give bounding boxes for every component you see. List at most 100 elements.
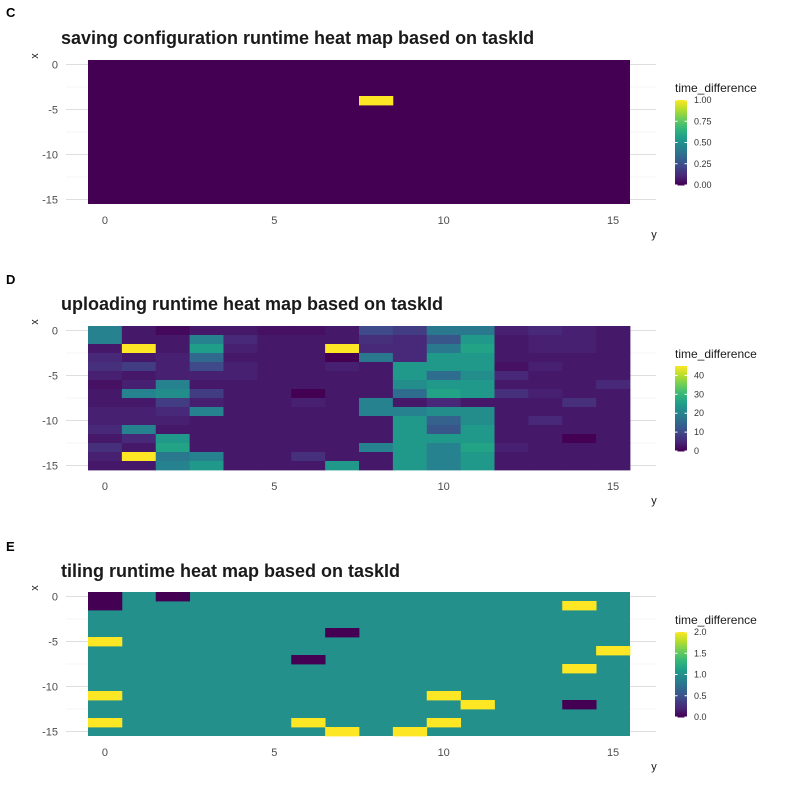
heatmap-cell bbox=[291, 425, 326, 435]
heatmap-cell bbox=[257, 398, 292, 408]
heatmap-cell bbox=[88, 443, 123, 453]
heatmap-cell bbox=[257, 362, 292, 372]
heatmap-cell bbox=[257, 416, 292, 426]
heatmap-cell bbox=[325, 452, 360, 462]
legend-colorbar-segment bbox=[675, 121, 687, 124]
heatmap-cell bbox=[257, 452, 292, 462]
heatmap-cell bbox=[223, 461, 258, 471]
heatmap-cell bbox=[291, 380, 326, 390]
legend-colorbar-segment bbox=[675, 697, 687, 701]
heatmap-cell bbox=[596, 398, 631, 408]
heatmap-cell bbox=[528, 362, 563, 372]
legend-colorbar-segment bbox=[675, 155, 687, 158]
panel-tag: E bbox=[6, 539, 15, 554]
heatmap-cell bbox=[426, 371, 462, 381]
heatmap-cell bbox=[88, 718, 123, 728]
legend-colorbar-segment bbox=[675, 680, 687, 684]
heatmap-cell bbox=[426, 461, 462, 471]
heatmap-cell bbox=[392, 416, 428, 426]
legend-colorbar-segment bbox=[675, 410, 687, 414]
heatmap-cell bbox=[359, 326, 394, 336]
legend: time_difference 0 10 20 30 40 bbox=[675, 347, 757, 456]
legend-colorbar-segment bbox=[675, 685, 687, 688]
heatmap-cell bbox=[562, 601, 597, 611]
heatmap-cell bbox=[155, 452, 191, 462]
x-tick-label: 15 bbox=[607, 481, 619, 493]
legend-colorbar-segment bbox=[675, 142, 687, 146]
legend-colorbar-segment bbox=[675, 151, 687, 154]
y-tick-label: 0 bbox=[52, 326, 58, 338]
heatmap-cell bbox=[460, 371, 495, 381]
heatmap-cell bbox=[155, 416, 191, 426]
chart-title: uploading runtime heat map based on task… bbox=[61, 294, 444, 314]
heatmap-cell bbox=[121, 380, 157, 390]
heatmap-cell bbox=[460, 443, 495, 453]
legend-colorbar-segment bbox=[675, 691, 687, 695]
heatmap-cell bbox=[528, 407, 563, 417]
heatmap-cell bbox=[426, 452, 462, 462]
legend-colorbar-segment bbox=[675, 714, 687, 718]
legend-colorbar-segment bbox=[675, 440, 687, 443]
legend-colorbar-segment bbox=[675, 119, 687, 122]
heatmap-cell bbox=[291, 452, 326, 462]
legend-colorbar-segment bbox=[675, 710, 687, 714]
heatmap-cell bbox=[155, 371, 191, 381]
heatmap-cell bbox=[155, 443, 191, 453]
heatmap-cell bbox=[88, 371, 123, 381]
heatmap-cell bbox=[359, 389, 394, 399]
heatmap-cell bbox=[189, 326, 224, 336]
heatmap-cell bbox=[359, 371, 394, 381]
heatmap-cell bbox=[460, 353, 495, 363]
heatmap-cell bbox=[528, 389, 563, 399]
legend-colorbar-segment bbox=[675, 636, 687, 639]
heatmap-cell bbox=[494, 344, 529, 354]
heatmap-cell bbox=[88, 434, 123, 444]
heatmap-cell bbox=[291, 389, 326, 399]
heatmap-cell bbox=[426, 335, 462, 345]
heatmap-cell bbox=[460, 389, 495, 399]
heatmap-cell bbox=[291, 655, 326, 665]
legend-colorbar-segment bbox=[675, 406, 687, 409]
heatmap-cell bbox=[291, 398, 326, 408]
heatmap-cell bbox=[88, 592, 123, 602]
legend-colorbar-segment bbox=[675, 110, 687, 114]
heatmap-cell bbox=[460, 461, 495, 471]
heatmap-cells bbox=[88, 592, 631, 737]
heatmap-cell bbox=[392, 452, 428, 462]
heatmap-cell bbox=[596, 389, 631, 399]
legend-colorbar-segment bbox=[675, 683, 687, 686]
legend-colorbar-segment bbox=[675, 125, 687, 129]
heatmap-cell bbox=[121, 425, 157, 435]
legend-colorbar-segment bbox=[675, 174, 687, 177]
heatmap-cell bbox=[392, 425, 428, 435]
heatmap-cell bbox=[257, 407, 292, 417]
legend-colorbar-segment bbox=[675, 400, 687, 403]
legend-colorbar-segment bbox=[675, 182, 687, 186]
y-axis-label: x bbox=[29, 319, 41, 325]
panel-tag: D bbox=[6, 272, 16, 287]
heatmap-cell bbox=[155, 425, 191, 435]
heatmap-cell bbox=[528, 380, 563, 390]
heatmap-cell bbox=[359, 443, 394, 453]
heatmap-cell bbox=[189, 371, 224, 381]
heatmap-cell bbox=[359, 353, 394, 363]
x-tick-label: 5 bbox=[271, 747, 277, 759]
heatmap-cell bbox=[460, 335, 495, 345]
heatmap-cell bbox=[121, 353, 157, 363]
heatmap-cell bbox=[88, 461, 123, 471]
legend-colorbar-segment bbox=[675, 653, 687, 656]
heatmap-cell bbox=[562, 398, 597, 408]
legend-colorbar-segment bbox=[675, 136, 687, 139]
legend-colorbar-segment bbox=[675, 100, 687, 103]
legend-colorbar-segment bbox=[675, 114, 687, 118]
legend-title: time_difference bbox=[675, 347, 757, 361]
heatmap-cell bbox=[494, 362, 529, 372]
y-tick-label: -5 bbox=[48, 637, 58, 649]
heatmap-cell bbox=[596, 326, 631, 336]
heatmap-cell bbox=[121, 452, 157, 462]
heatmap-cell bbox=[121, 416, 157, 426]
heatmap-cell bbox=[494, 425, 529, 435]
heatmap-cell bbox=[189, 434, 224, 444]
heatmap-cell bbox=[189, 425, 224, 435]
heatmap-cell bbox=[189, 389, 224, 399]
